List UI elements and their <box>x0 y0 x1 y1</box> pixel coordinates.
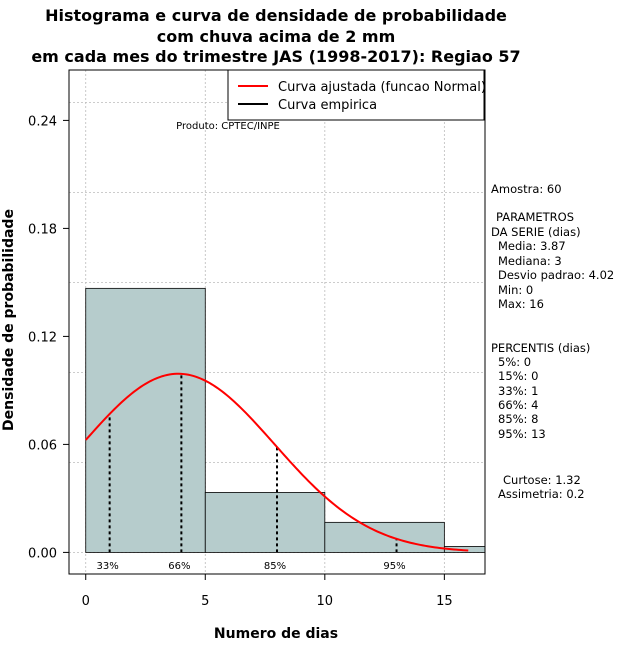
percentile-33: 33%: 1 <box>498 384 538 398</box>
percentile-85: 85%: 8 <box>498 412 538 426</box>
x-tick-label-3: 15 <box>436 594 453 609</box>
param-max: Max: 16 <box>498 297 544 311</box>
param-min: Min: 0 <box>498 283 533 297</box>
percentiles-header: PERCENTIS (dias) <box>491 341 590 355</box>
legend-label-fitted: Curva ajustada (funcao Normal) <box>278 80 486 95</box>
kurtosis: Curtose: 1.32 <box>503 473 581 487</box>
y-tick-label-0: 0.00 <box>28 546 57 561</box>
fitted-normal-curve <box>84 372 469 552</box>
sample-size: Amostra: 60 <box>491 182 562 196</box>
x-tick-label-2: 10 <box>317 594 334 609</box>
percentile-95: 95%: 13 <box>498 427 546 441</box>
legend: Curva ajustada (funcao Normal) Curva emp… <box>227 69 486 121</box>
legend-box <box>227 69 485 121</box>
percentile-label-2: 85% <box>264 561 286 572</box>
chart-title-line-1: Histograma e curva de densidade de proba… <box>45 6 507 25</box>
chart-title-line-3: em cada mes do trimestre JAS (1998-2017)… <box>31 47 520 66</box>
x-tick-label-1: 5 <box>201 594 209 609</box>
percentile-label-1: 66% <box>168 561 190 572</box>
param-median: Mediana: 3 <box>498 254 562 268</box>
x-tick-label-0: 0 <box>82 594 90 609</box>
skewness: Assimetria: 0.2 <box>498 487 585 501</box>
histogram-bar-2 <box>324 521 445 553</box>
product-label: Produto: CPTEC/INPE <box>176 121 280 132</box>
param-stddev: Desvio padrao: 4.02 <box>498 268 614 282</box>
y-tick-label-4: 0.24 <box>28 114 57 129</box>
param-mean: Media: 3.87 <box>498 239 566 253</box>
percentile-label-0: 33% <box>97 561 119 572</box>
percentile-5: 5%: 0 <box>498 355 531 369</box>
y-tick-label-1: 0.06 <box>28 438 57 453</box>
statistics-panel: Amostra: 60 PARAMETROS DA SERIE (dias) M… <box>491 182 614 501</box>
params-header-2: DA SERIE (dias) <box>491 225 581 239</box>
legend-label-empirical: Curva empirica <box>278 98 377 113</box>
histogram-bar-1 <box>204 492 326 553</box>
percentile-66: 66%: 4 <box>498 398 538 412</box>
histogram-bar-0 <box>85 287 206 553</box>
percentile-label-3: 95% <box>383 561 405 572</box>
percentile-15: 15%: 0 <box>498 369 538 383</box>
chart-title-line-2: com chuva acima de 2 mm <box>157 27 396 46</box>
y-axis-label: Densidade de probabilidade <box>1 209 17 431</box>
x-axis-label: Numero de dias <box>214 626 338 642</box>
params-header-1: PARAMETROS <box>496 210 574 224</box>
y-tick-label-2: 0.12 <box>28 330 57 345</box>
y-tick-label-3: 0.18 <box>28 222 57 237</box>
